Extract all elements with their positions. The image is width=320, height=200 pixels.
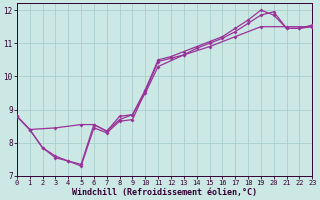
X-axis label: Windchill (Refroidissement éolien,°C): Windchill (Refroidissement éolien,°C) [72,188,257,197]
